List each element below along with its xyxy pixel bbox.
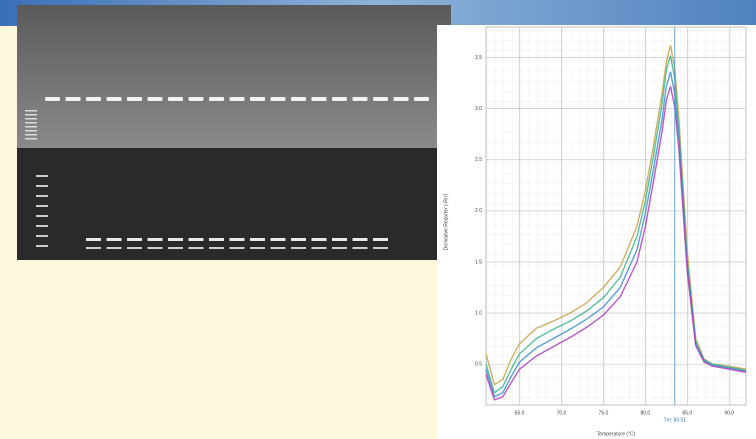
y-tick-label: 2.5	[475, 157, 482, 163]
x-tick-label: 75.0	[599, 410, 609, 416]
chart: Derivative Reporter (-Rn') Temperature (…	[0, 0, 756, 439]
y-tick-label: 0.5	[475, 361, 482, 367]
y-tick-label: 1.0	[475, 310, 482, 316]
y-tick-label: 2.0	[475, 208, 482, 214]
x-tick-label: 65.0	[515, 410, 525, 416]
x-tick-label: 70.0	[557, 410, 567, 416]
y-tick-label: 3.5	[475, 55, 482, 61]
y-axis-label: Derivative Reporter (-Rn')	[443, 193, 449, 250]
x-tick-label: 85.0	[682, 410, 692, 416]
x-tick-label: 80.0	[640, 410, 650, 416]
slide: Derivative Reporter (-Rn') Temperature (…	[0, 0, 756, 439]
y-tick-label: 1.5	[475, 259, 482, 265]
x-tick-label: 90.0	[724, 410, 734, 416]
y-tick-label: 3.0	[475, 106, 482, 112]
x-axis-label: Temperature (°C)	[597, 431, 636, 437]
tm-label: Tm: 83.51	[664, 417, 687, 423]
